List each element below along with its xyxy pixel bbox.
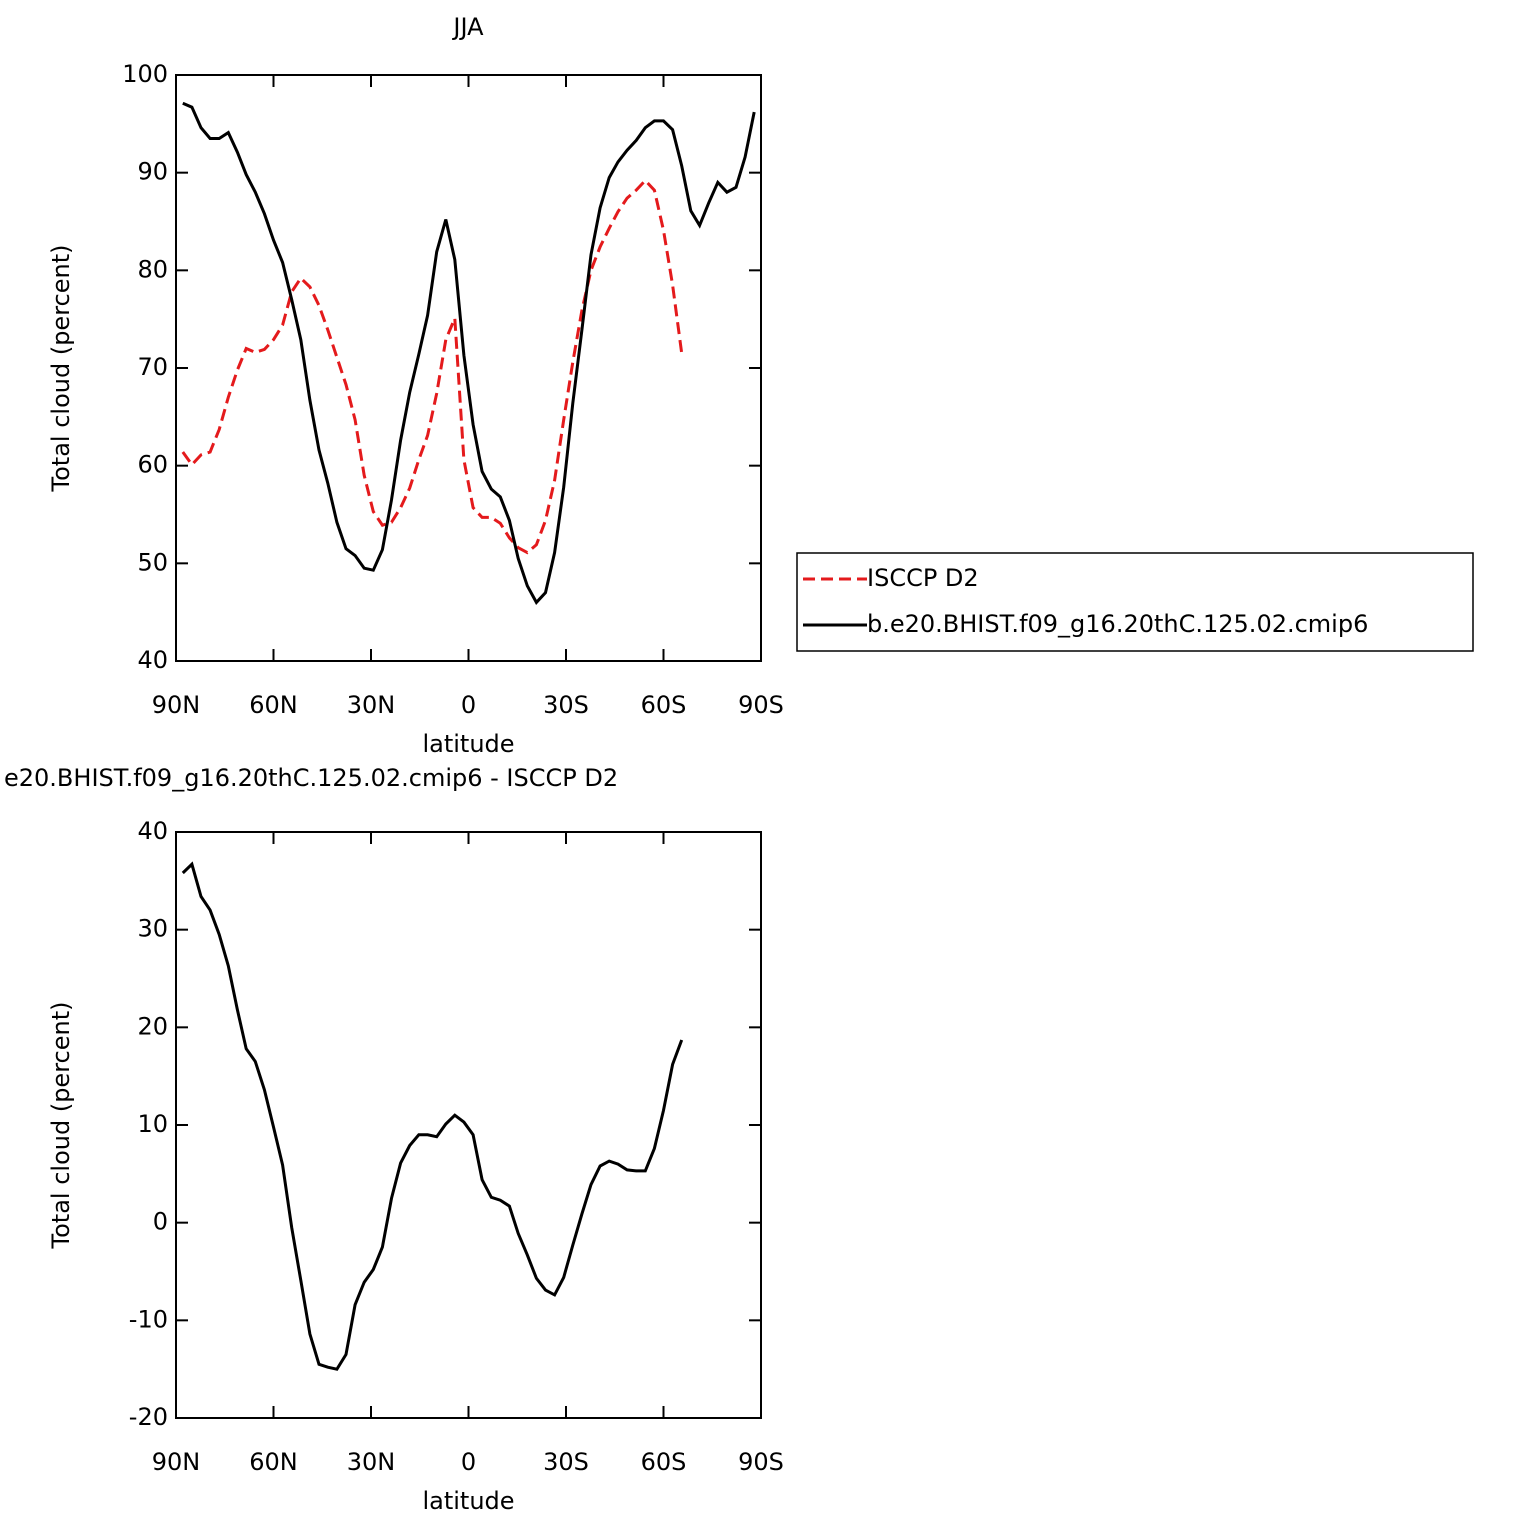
x-tick-label: 30N [347, 1448, 396, 1476]
y-axis-label: Total cloud (percent) [47, 245, 75, 493]
legend-label: ISCCP D2 [867, 564, 979, 592]
legend: ISCCP D2 b.e20.BHIST.f09_g16.20thC.125.02… [796, 552, 1474, 652]
plot-frame [175, 831, 762, 1419]
x-tick-label: 90S [738, 1448, 784, 1476]
y-axis-label: Total cloud (percent) [47, 1002, 75, 1250]
x-tick-label: 90N [152, 1448, 201, 1476]
data-line [181, 178, 684, 555]
data-line [181, 861, 684, 1371]
chart-title: JJA [451, 13, 484, 41]
x-tick-label: 60S [641, 1448, 687, 1476]
legend-label: b.e20.BHIST.f09_g16.20thC.125.02.cmip6 [867, 610, 1368, 638]
y-tick-label: 0 [153, 1208, 168, 1236]
x-tick-label: 30S [543, 1448, 589, 1476]
x-tick-label: 60N [249, 691, 298, 719]
data-line [182, 101, 756, 605]
y-tick-label: 60 [137, 451, 168, 479]
x-tick-label: 60S [641, 691, 687, 719]
chart-title: e20.BHIST.f09_g16.20thC.125.02.cmip6 - I… [4, 764, 618, 792]
x-tick-label: 30N [347, 691, 396, 719]
x-tick-label: 0 [461, 1448, 476, 1476]
y-tick-label: -10 [129, 1305, 168, 1333]
y-tick-label: 70 [137, 353, 168, 381]
y-tick-label: 50 [137, 548, 168, 576]
y-tick-label: 80 [137, 255, 168, 283]
legend-box [796, 552, 1474, 652]
y-tick-label: 40 [137, 646, 168, 674]
x-tick-label: 60N [249, 1448, 298, 1476]
y-tick-label: 30 [137, 915, 168, 943]
x-axis-label: latitude [422, 1487, 514, 1515]
plot-frame [175, 74, 762, 662]
y-tick-label: 10 [137, 1110, 168, 1138]
x-tick-label: 30S [543, 691, 589, 719]
y-tick-label: -20 [129, 1403, 168, 1431]
y-tick-label: 20 [137, 1012, 168, 1040]
y-tick-label: 90 [137, 158, 168, 186]
y-tick-label: 40 [137, 817, 168, 845]
x-axis-label: latitude [422, 730, 514, 758]
x-tick-label: 90S [738, 691, 784, 719]
x-tick-label: 0 [461, 691, 476, 719]
x-tick-label: 90N [152, 691, 201, 719]
y-tick-label: 100 [122, 60, 168, 88]
